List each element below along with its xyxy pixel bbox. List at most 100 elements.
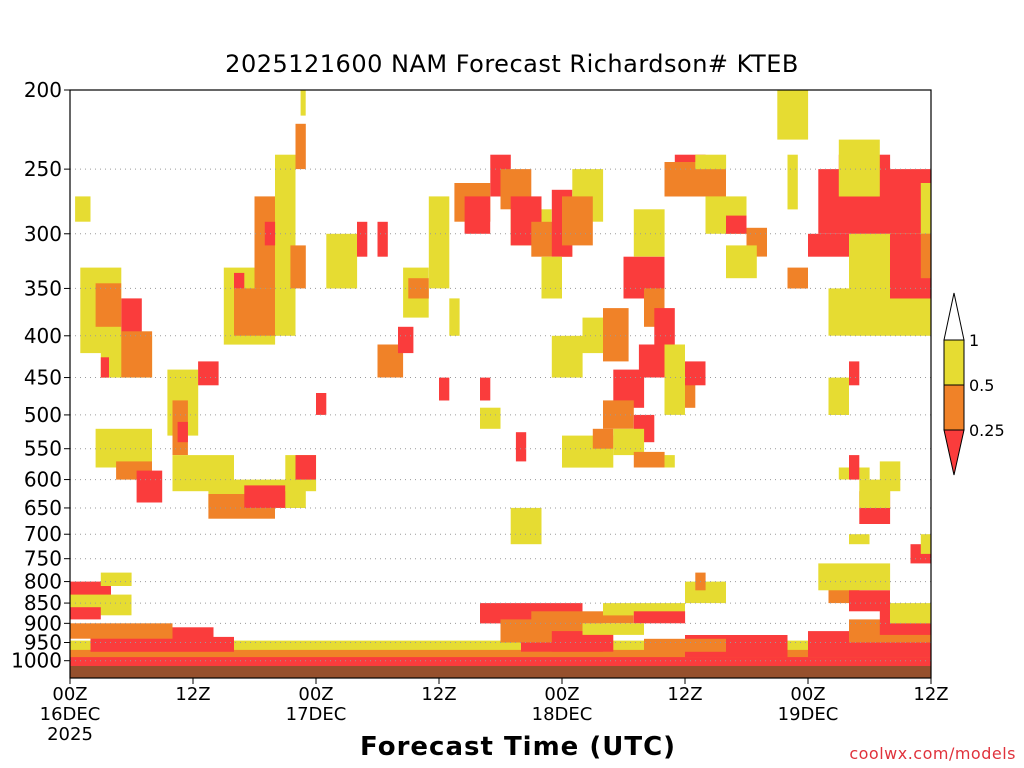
ri-cell-high (275, 154, 296, 336)
ri-cell-high (838, 139, 880, 197)
y-tick-label: 200 (24, 78, 62, 102)
ri-cell-low (234, 272, 245, 289)
legend-label: 0.5 (969, 376, 994, 395)
ri-cell-low (100, 357, 109, 378)
ri-cell-mid (685, 377, 696, 408)
ri-cell-low (244, 485, 286, 508)
y-tick-label: 800 (24, 570, 62, 594)
x-tick-label: 12Z (913, 684, 948, 705)
ri-cell-low (849, 455, 860, 480)
x-tick-date: 16DEC (40, 704, 101, 725)
ri-cell-high (685, 581, 726, 604)
ri-cell-high (879, 461, 901, 492)
ri-cell-high (633, 209, 665, 257)
legend-arrow-bottom (943, 429, 965, 476)
ri-cell-low (633, 611, 686, 624)
ri-cell-high (920, 534, 932, 554)
y-tick-label: 600 (24, 468, 62, 492)
legend-swatch-high (943, 339, 965, 386)
x-tick-label: 00Z (298, 684, 333, 705)
legend-label: 1 (969, 331, 979, 350)
ri-cell-high (300, 90, 306, 116)
ri-cell-mid (95, 283, 122, 327)
y-tick-label: 650 (24, 496, 62, 520)
ri-cell-high (510, 507, 542, 545)
ri-cell-high (787, 154, 798, 210)
y-tick-label: 750 (24, 547, 62, 571)
ri-cell-mid (603, 400, 634, 429)
x-tick-label: 12Z (667, 684, 702, 705)
ri-cell-mid (70, 646, 931, 658)
ri-cell-high (777, 90, 809, 140)
ri-cell-high (695, 154, 727, 170)
ri-cell-mid (70, 623, 173, 639)
ri-cell-low (464, 196, 491, 234)
y-tick-label: 300 (24, 222, 62, 246)
ri-cell-high (849, 534, 870, 545)
ri-cell-high (551, 335, 583, 378)
x-tick-label: 12Z (175, 684, 210, 705)
ri-cell-low (70, 607, 101, 620)
ri-cell-high (828, 377, 849, 415)
ri-cell-high (326, 233, 358, 289)
ri-cell-mid (234, 288, 275, 336)
ri-cell-low (654, 308, 675, 353)
x-axis-title: Forecast Time (UTC) (360, 732, 677, 762)
ri-cell-low (398, 326, 414, 354)
ri-cell-high (582, 623, 644, 635)
y-tick-label: 550 (24, 437, 62, 461)
x-tick-date: 19DEC (778, 704, 839, 725)
ri-cell-mid (290, 245, 306, 289)
ri-cell-high (920, 183, 932, 234)
x-tick-label: 00Z (544, 684, 579, 705)
ri-cell-mid (920, 233, 932, 279)
ri-cell-low (177, 421, 188, 443)
ri-cell-mid (121, 331, 153, 378)
ri-cell-high (428, 196, 450, 289)
ri-cell-low (264, 221, 276, 246)
ri-cell-high (480, 407, 501, 429)
ri-cell-high (818, 563, 891, 591)
y-tick-label: 500 (24, 403, 62, 427)
y-tick-label: 450 (24, 366, 62, 390)
ri-cell-high (828, 288, 849, 336)
y-tick-label: 850 (24, 591, 62, 615)
y-tick-label: 350 (24, 276, 62, 300)
ri-cell-mid (295, 123, 306, 170)
ri-cell-low (726, 215, 747, 234)
ri-cell-low (685, 361, 706, 386)
ri-cell-low (295, 455, 316, 480)
legend-arrow-top (943, 292, 965, 341)
legend-label: 0.25 (969, 421, 1005, 440)
ri-cell-low (480, 377, 491, 401)
ri-cell-high (890, 603, 931, 624)
ri-cell-low (551, 631, 614, 652)
y-tick-label: 400 (24, 324, 62, 348)
ri-cell-low (849, 361, 860, 386)
credit-link[interactable]: coolwx.com/models (849, 744, 1016, 763)
ri-cell-high (613, 428, 645, 456)
ri-cell-high (541, 256, 562, 299)
ri-cell-low (515, 432, 527, 462)
ri-cell-low (439, 377, 450, 401)
chart-title: 2025121600 NAM Forecast Richardson# KTEB (225, 50, 799, 78)
ri-cell-mid (562, 196, 593, 246)
ri-cell-mid (633, 451, 665, 468)
ri-cell-mid (603, 308, 629, 362)
ri-cell-low (172, 627, 214, 647)
ri-cell-low (377, 221, 388, 257)
ri-cell-low (849, 590, 890, 612)
x-tick-year: 2025 (47, 724, 93, 745)
ri-cell-low (357, 221, 368, 257)
y-tick-label: 700 (24, 522, 62, 546)
y-tick-label: 250 (24, 157, 62, 181)
ri-cell-high (726, 245, 757, 279)
ri-cell-high (75, 196, 91, 222)
plot-frame (69, 89, 932, 679)
ri-cell-high (664, 455, 675, 468)
ri-cell-low (198, 361, 219, 386)
ri-cell-mid (592, 428, 614, 449)
richardson-cells (70, 90, 932, 666)
